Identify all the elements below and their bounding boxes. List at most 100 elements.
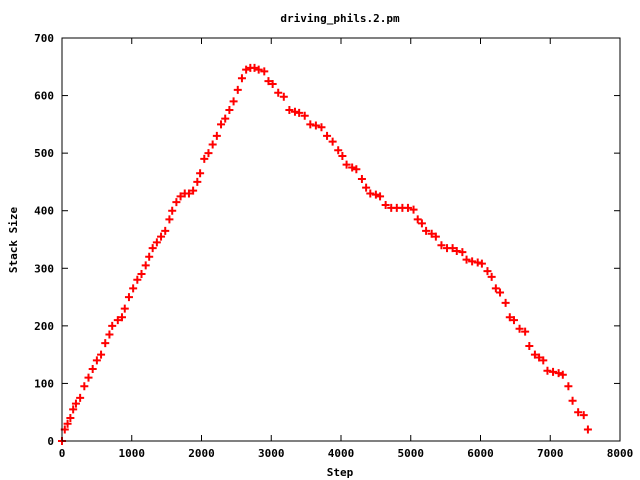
- data-point: [229, 97, 238, 106]
- y-tick-label: 500: [34, 147, 54, 160]
- data-point: [172, 198, 181, 207]
- data-point: [579, 411, 588, 420]
- data-point: [300, 111, 309, 120]
- data-point: [437, 241, 446, 250]
- data-point: [543, 366, 552, 375]
- data-point: [525, 342, 534, 351]
- x-tick-label: 1000: [119, 447, 146, 460]
- data-point: [568, 396, 577, 405]
- data-point: [468, 257, 477, 266]
- data-point: [148, 244, 157, 253]
- x-tick-label: 6000: [467, 447, 494, 460]
- data-point: [189, 186, 198, 195]
- data-point: [63, 419, 72, 428]
- data-point: [237, 74, 246, 83]
- data-point: [168, 206, 177, 215]
- data-point: [448, 244, 457, 253]
- data-point: [97, 350, 106, 359]
- data-point: [137, 270, 146, 279]
- data-point: [381, 200, 390, 209]
- data-point: [515, 324, 524, 333]
- data-point: [564, 382, 573, 391]
- data-point: [417, 219, 426, 228]
- data-point: [496, 288, 505, 297]
- x-tick-label: 2000: [188, 447, 215, 460]
- data-point: [477, 259, 486, 268]
- data-point: [539, 356, 548, 365]
- data-point: [108, 321, 117, 330]
- data-point: [317, 123, 326, 132]
- data-point: [254, 65, 263, 74]
- x-tick-label: 3000: [258, 447, 285, 460]
- data-point: [371, 190, 380, 199]
- data-point: [338, 152, 347, 161]
- data-point: [554, 369, 563, 378]
- data-point: [92, 356, 101, 365]
- data-point: [141, 261, 150, 270]
- data-point: [357, 175, 366, 184]
- data-point: [76, 393, 85, 402]
- data-point: [413, 215, 422, 224]
- data-point: [376, 192, 385, 201]
- x-axis-label: Step: [327, 466, 354, 479]
- data-point: [452, 247, 461, 256]
- data-point: [462, 255, 471, 264]
- y-tick-label: 200: [34, 320, 54, 333]
- data-point: [212, 131, 221, 140]
- data-point: [129, 284, 138, 293]
- data-point: [69, 405, 78, 414]
- data-point: [473, 258, 482, 267]
- data-point: [501, 298, 510, 307]
- data-point: [505, 313, 514, 322]
- data-point: [328, 137, 337, 146]
- data-point: [549, 367, 558, 376]
- data-point: [268, 80, 277, 89]
- data-point: [279, 92, 288, 101]
- data-point: [124, 293, 133, 302]
- data-point: [176, 192, 185, 201]
- data-point: [295, 108, 304, 117]
- y-tick-label: 100: [34, 377, 54, 390]
- data-point: [574, 408, 583, 417]
- data-point: [264, 77, 273, 86]
- y-tick-label: 0: [47, 435, 54, 448]
- data-point: [88, 365, 97, 374]
- data-point: [409, 205, 418, 214]
- data-point: [117, 313, 126, 322]
- data-point: [483, 267, 492, 276]
- data-point: [285, 105, 294, 114]
- data-point: [431, 232, 440, 241]
- data-point: [274, 88, 283, 97]
- data-point: [530, 350, 539, 359]
- y-tick-label: 400: [34, 205, 54, 218]
- data-point: [66, 413, 75, 422]
- data-point: [233, 85, 242, 94]
- data-point: [403, 203, 412, 212]
- x-tick-label: 8000: [607, 447, 634, 460]
- x-tick-label: 7000: [537, 447, 564, 460]
- data-point: [157, 232, 166, 241]
- data-point: [184, 189, 193, 198]
- data-point: [152, 238, 161, 247]
- data-point: [204, 149, 213, 158]
- data-points: [58, 63, 592, 445]
- x-axis-ticks: 0 1000 2000 3000 4000 5000 6000 7000 8000: [59, 38, 634, 460]
- data-point: [427, 229, 436, 238]
- data-point: [71, 399, 80, 408]
- data-point: [323, 131, 332, 140]
- data-point: [535, 353, 544, 362]
- data-point: [362, 183, 371, 192]
- data-point: [290, 107, 299, 116]
- data-point: [133, 275, 142, 284]
- data-point: [105, 330, 114, 339]
- data-point: [366, 189, 375, 198]
- y-axis-ticks: 0 100 200 300 400 500 600 700: [34, 32, 620, 448]
- data-point: [80, 382, 89, 391]
- data-point: [208, 140, 217, 149]
- data-point: [583, 425, 592, 434]
- plot-frame: [61, 37, 621, 442]
- data-point: [458, 248, 467, 257]
- data-point: [306, 120, 315, 129]
- data-point: [242, 65, 251, 74]
